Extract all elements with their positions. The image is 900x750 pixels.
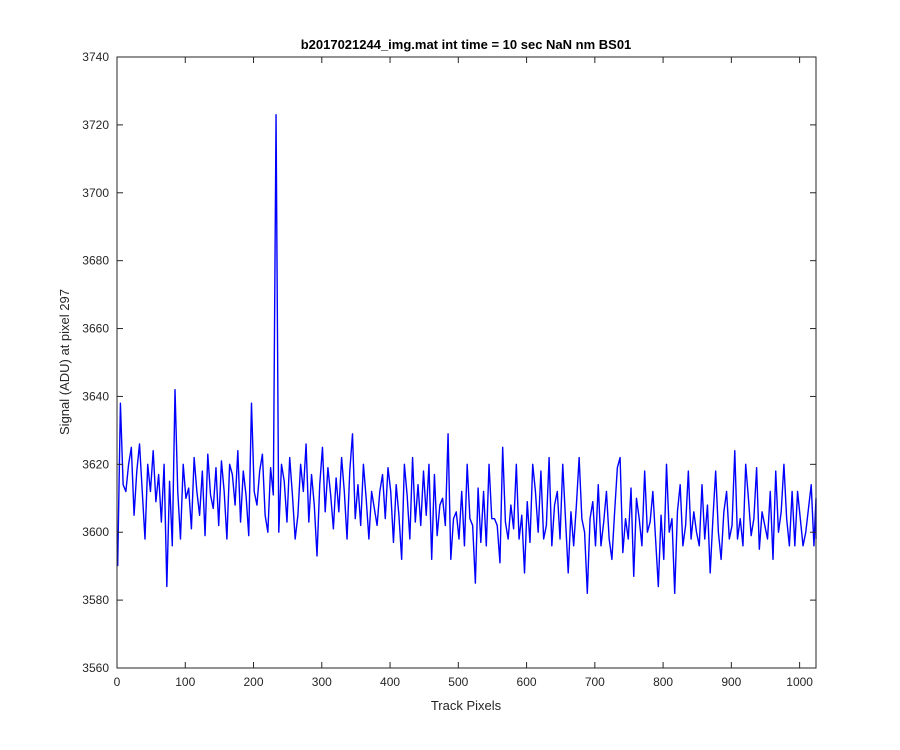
signal-series-line [116, 114, 817, 595]
x-axis-label: Track Pixels [431, 698, 502, 713]
x-tick-label: 800 [653, 675, 673, 689]
x-tick-label: 0 [114, 675, 121, 689]
y-tick-label: 3700 [82, 186, 109, 200]
x-tick-label: 900 [721, 675, 741, 689]
chart-title: b2017021244_img.mat int time = 10 sec Na… [301, 37, 632, 52]
data-layer [116, 114, 817, 595]
x-tick-label: 600 [517, 675, 537, 689]
y-tick-label: 3580 [82, 593, 109, 607]
x-axis: 0 100 200 300 400 500 600 700 800 900 1000 [114, 57, 813, 689]
y-axis: 3560 3580 3600 3620 3640 3660 3680 3700 3720 3740 [82, 50, 816, 675]
y-tick-label: 3620 [82, 457, 109, 471]
y-tick-label: 3560 [82, 661, 109, 675]
x-tick-label: 200 [244, 675, 264, 689]
x-tick-label: 400 [380, 675, 400, 689]
y-tick-label: 3600 [82, 525, 109, 539]
x-tick-label: 1000 [786, 675, 813, 689]
x-tick-label: 500 [448, 675, 468, 689]
y-axis-label: Signal (ADU) at pixel 297 [57, 289, 72, 435]
y-tick-label: 3660 [82, 322, 109, 336]
plot-area [117, 57, 816, 668]
x-tick-label: 700 [585, 675, 605, 689]
y-tick-label: 3720 [82, 118, 109, 132]
y-tick-label: 3640 [82, 389, 109, 403]
x-tick-label: 100 [175, 675, 195, 689]
y-tick-label: 3740 [82, 50, 109, 64]
x-tick-label: 300 [312, 675, 332, 689]
axes-box [116, 56, 817, 669]
y-tick-label: 3680 [82, 254, 109, 268]
